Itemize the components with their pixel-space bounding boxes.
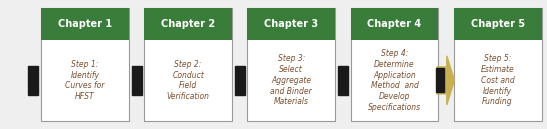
Bar [247,8,335,39]
Polygon shape [437,56,455,105]
Bar [453,8,542,39]
Text: Step 1:
Identify
Curves for
HFST: Step 1: Identify Curves for HFST [65,60,104,101]
FancyBboxPatch shape [351,8,438,121]
Bar [132,66,142,95]
Text: Step 2:
Conduct
Field
Verification: Step 2: Conduct Field Verification [167,60,210,101]
Bar [351,8,438,39]
Bar [144,8,232,39]
Text: Step 3:
Select
Aggregate
and Binder
Materials: Step 3: Select Aggregate and Binder Mate… [270,54,312,106]
Text: Chapter 1: Chapter 1 [58,19,112,29]
FancyBboxPatch shape [453,8,542,121]
Text: Step 4:
Determine
Application
Method  and
Develop
Specifications: Step 4: Determine Application Method and… [368,49,421,112]
Bar [338,66,348,95]
Text: Step 5:
Estimate
Cost and
Identify
Funding: Step 5: Estimate Cost and Identify Fundi… [481,54,515,106]
FancyBboxPatch shape [144,8,232,121]
Bar [235,66,245,95]
Text: Chapter 5: Chapter 5 [470,19,525,29]
Bar [28,66,38,95]
FancyBboxPatch shape [247,8,335,121]
Text: Chapter 2: Chapter 2 [161,19,215,29]
Bar [436,68,444,92]
Text: Chapter 4: Chapter 4 [368,19,422,29]
Text: Chapter 3: Chapter 3 [264,19,318,29]
FancyBboxPatch shape [41,8,129,121]
Bar [41,8,129,39]
